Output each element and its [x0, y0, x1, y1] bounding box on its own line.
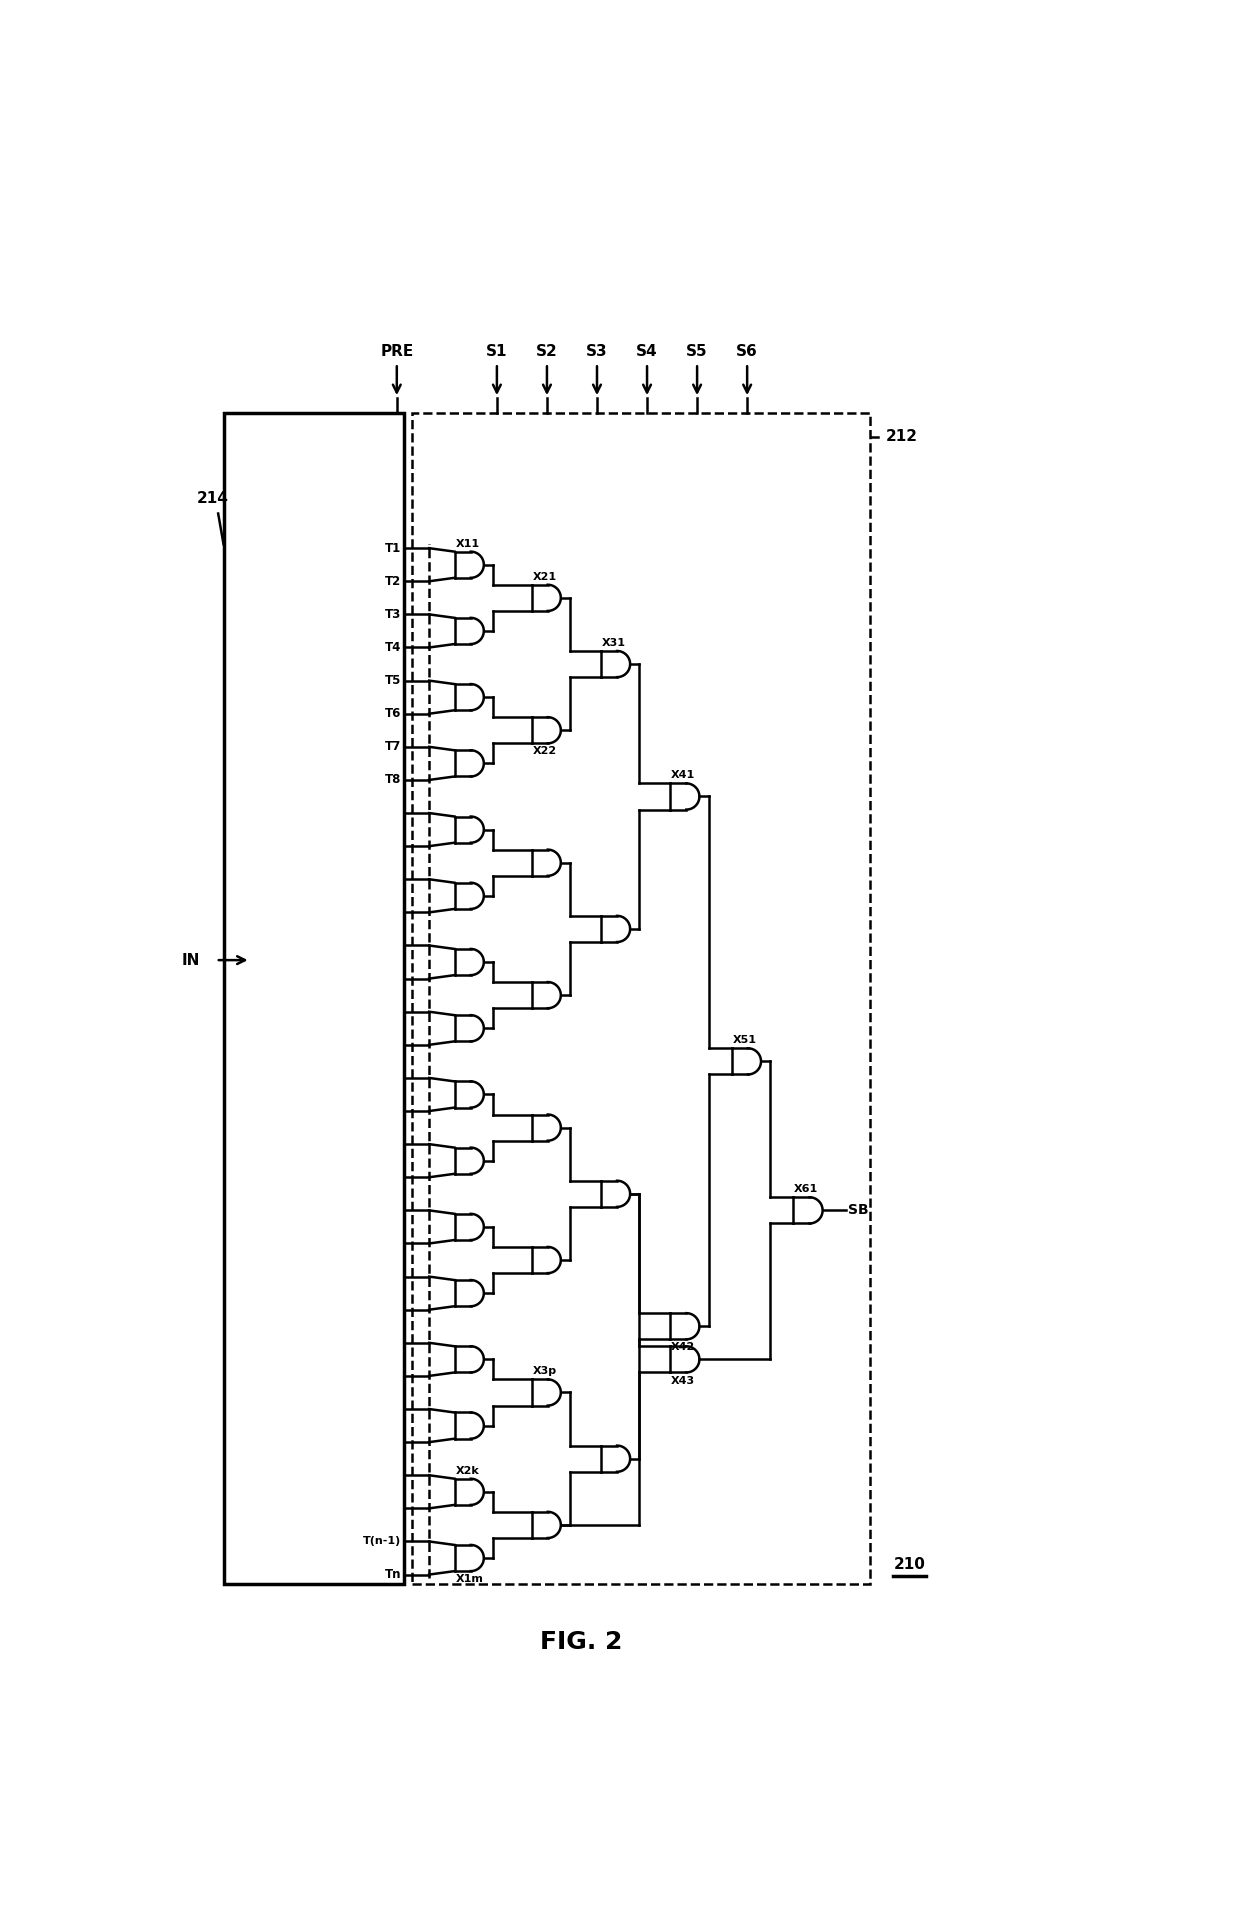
Text: IN: IN [181, 953, 200, 967]
Text: 210: 210 [894, 1557, 925, 1573]
Text: X3p: X3p [532, 1366, 557, 1377]
Text: T8: T8 [386, 773, 402, 786]
Text: X2k: X2k [455, 1465, 479, 1475]
Text: T4: T4 [386, 641, 402, 654]
Text: T7: T7 [386, 740, 402, 754]
Text: X31: X31 [601, 639, 626, 648]
Text: T1: T1 [386, 541, 402, 554]
Text: T3: T3 [386, 608, 402, 621]
Text: Tn: Tn [384, 1569, 402, 1580]
Text: X22: X22 [532, 746, 557, 756]
Text: X21: X21 [532, 572, 557, 581]
Text: 212: 212 [885, 430, 918, 445]
Text: X11: X11 [455, 539, 480, 549]
Text: S6: S6 [737, 343, 758, 359]
Text: SB: SB [848, 1203, 869, 1218]
Text: X41: X41 [671, 771, 696, 781]
Text: T5: T5 [386, 673, 402, 687]
Text: T2: T2 [386, 575, 402, 587]
Text: FIG. 2: FIG. 2 [541, 1630, 622, 1653]
Text: S2: S2 [536, 343, 558, 359]
Text: S5: S5 [686, 343, 708, 359]
Text: X1m: X1m [455, 1575, 484, 1584]
Text: X51: X51 [733, 1036, 756, 1045]
Text: S3: S3 [587, 343, 608, 359]
Text: PRE: PRE [381, 343, 413, 359]
Text: X42: X42 [671, 1343, 696, 1352]
Text: T6: T6 [386, 708, 402, 721]
Text: S4: S4 [636, 343, 658, 359]
Text: X43: X43 [671, 1375, 696, 1385]
Text: T(n-1): T(n-1) [363, 1536, 402, 1546]
Text: X61: X61 [794, 1183, 818, 1195]
Text: S1: S1 [486, 343, 507, 359]
Text: 214: 214 [197, 491, 228, 506]
Bar [412, 414, 870, 1584]
Bar [223, 414, 404, 1584]
